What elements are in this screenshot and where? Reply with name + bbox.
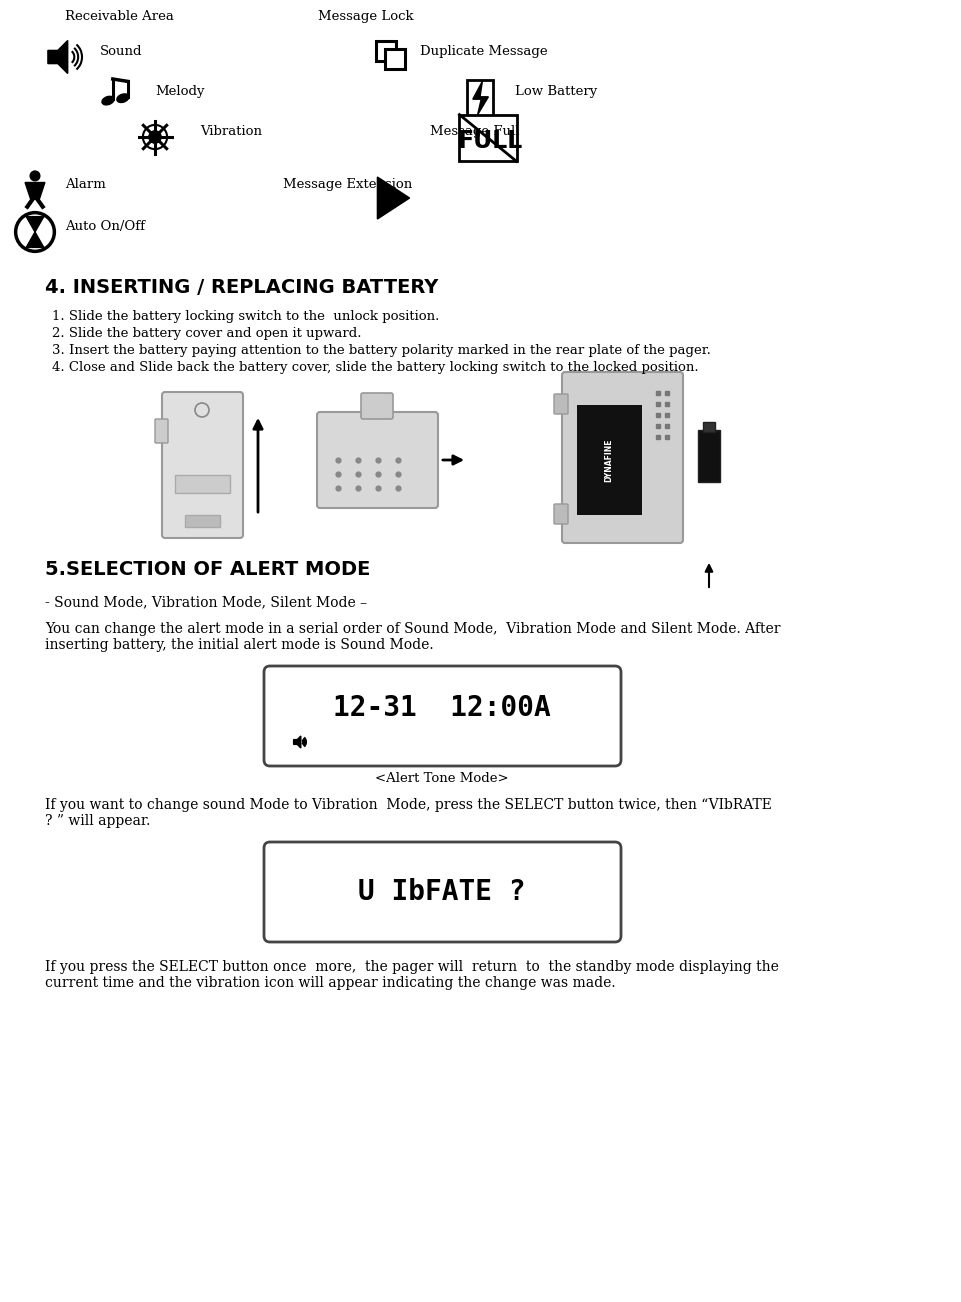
FancyBboxPatch shape [185,516,220,527]
Polygon shape [26,232,44,247]
Text: Message Full: Message Full [430,125,520,138]
Ellipse shape [102,96,114,105]
Text: 5.SELECTION OF ALERT MODE: 5.SELECTION OF ALERT MODE [45,560,370,579]
Text: 4. INSERTING / REPLACING BATTERY: 4. INSERTING / REPLACING BATTERY [45,279,438,297]
FancyBboxPatch shape [376,40,396,61]
Text: Alarm: Alarm [65,178,106,191]
Text: <Alert Tone Mode>: <Alert Tone Mode> [375,772,508,785]
FancyBboxPatch shape [562,372,683,543]
FancyBboxPatch shape [554,395,568,414]
Circle shape [30,171,39,181]
FancyBboxPatch shape [703,422,715,432]
FancyBboxPatch shape [162,392,243,538]
Text: Vibration: Vibration [200,125,262,138]
Text: Message Lock: Message Lock [318,10,413,23]
FancyBboxPatch shape [175,475,230,493]
FancyBboxPatch shape [459,115,517,161]
Polygon shape [48,40,67,73]
FancyBboxPatch shape [264,667,621,766]
Text: If you want to change sound Mode to Vibration  Mode, press the SELECT button twi: If you want to change sound Mode to Vibr… [45,798,772,812]
Text: Duplicate Message: Duplicate Message [420,46,548,59]
Polygon shape [26,216,44,232]
Text: Low Battery: Low Battery [515,85,597,98]
Text: current time and the vibration icon will appear indicating the change was made.: current time and the vibration icon will… [45,976,616,990]
FancyBboxPatch shape [554,504,568,523]
Text: 12-31  12:00A: 12-31 12:00A [333,694,551,723]
Polygon shape [378,177,409,219]
FancyBboxPatch shape [577,405,642,516]
Ellipse shape [117,94,129,103]
Text: 3. Insert the battery paying attention to the battery polarity marked in the rea: 3. Insert the battery paying attention t… [52,344,711,357]
Text: FULL: FULL [458,129,523,152]
Text: U IbFATE ?: U IbFATE ? [358,878,526,906]
Text: ? ” will appear.: ? ” will appear. [45,814,150,828]
Text: Receivable Area: Receivable Area [65,10,174,23]
Text: 4. Close and Slide back the battery cover, slide the battery locking switch to t: 4. Close and Slide back the battery cove… [52,361,699,374]
Circle shape [149,130,161,143]
Text: Melody: Melody [155,85,205,98]
Text: inserting battery, the initial alert mode is Sound Mode.: inserting battery, the initial alert mod… [45,638,433,652]
FancyBboxPatch shape [155,419,168,443]
Text: You can change the alert mode in a serial order of Sound Mode,  Vibration Mode a: You can change the alert mode in a seria… [45,622,780,635]
FancyBboxPatch shape [385,49,405,69]
Text: Sound: Sound [100,46,142,59]
FancyBboxPatch shape [698,430,720,482]
Text: DYNAFINE: DYNAFINE [604,439,613,482]
Polygon shape [294,736,301,749]
Polygon shape [473,81,488,115]
Text: Message Extension: Message Extension [283,178,412,191]
FancyBboxPatch shape [317,411,438,508]
Text: Auto On/Off: Auto On/Off [65,220,145,233]
Polygon shape [25,182,45,199]
Text: If you press the SELECT button once  more,  the pager will  return  to  the stan: If you press the SELECT button once more… [45,960,778,974]
Text: 2. Slide the battery cover and open it upward.: 2. Slide the battery cover and open it u… [52,327,361,340]
Text: - Sound Mode, Vibration Mode, Silent Mode –: - Sound Mode, Vibration Mode, Silent Mod… [45,595,367,609]
FancyBboxPatch shape [264,842,621,943]
FancyBboxPatch shape [361,393,393,419]
Text: 1. Slide the battery locking switch to the  unlock position.: 1. Slide the battery locking switch to t… [52,310,439,323]
FancyBboxPatch shape [467,79,493,116]
